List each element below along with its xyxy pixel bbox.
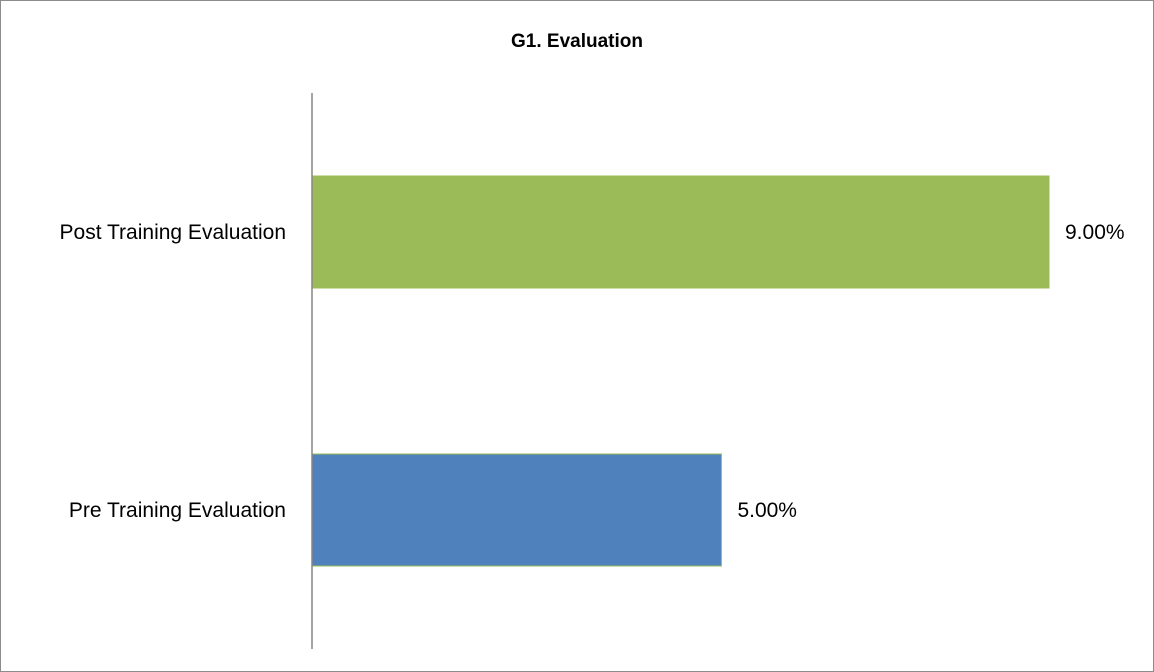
data-label-pre-training-evaluation: 5.00% (737, 499, 797, 522)
bar-post-training-evaluation (311, 175, 1050, 289)
bar-pre-training-evaluation (311, 453, 722, 567)
category-label-post-training-evaluation: Post Training Evaluation (60, 221, 286, 244)
category-label-pre-training-evaluation: Pre Training Evaluation (69, 499, 286, 522)
chart-title: G1. Evaluation (511, 31, 643, 52)
data-label-post-training-evaluation: 9.00% (1065, 221, 1125, 244)
